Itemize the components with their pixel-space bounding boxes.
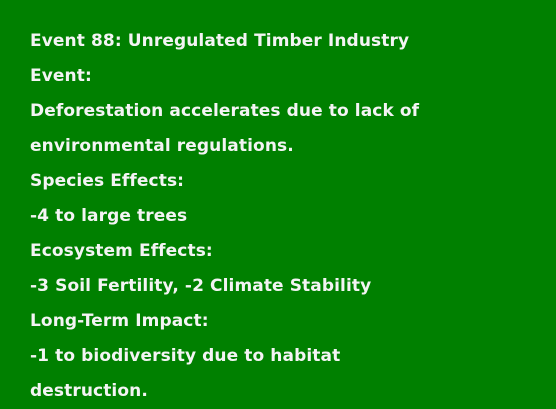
ecosystem-effects-heading: Ecosystem Effects: — [30, 241, 213, 261]
ecosystem-effect: -3 Soil Fertility, -2 Climate Stability — [30, 276, 372, 296]
species-effects-heading: Species Effects: — [30, 171, 185, 191]
long-term-impact-line-1: -1 to biodiversity due to habitat — [30, 346, 341, 366]
long-term-impact-line-2: destruction. — [30, 381, 148, 401]
species-effect: -4 to large trees — [30, 206, 188, 226]
event-title: Event 88: Unregulated Timber Industry — [30, 31, 410, 51]
long-term-impact-heading: Long-Term Impact: — [30, 311, 209, 331]
event-card: Event 88: Unregulated Timber Industry Ev… — [30, 24, 530, 409]
event-heading: Event: — [30, 66, 92, 86]
event-description-line-2: environmental regulations. — [30, 136, 294, 156]
event-description-line-1: Deforestation accelerates due to lack of — [30, 101, 420, 121]
